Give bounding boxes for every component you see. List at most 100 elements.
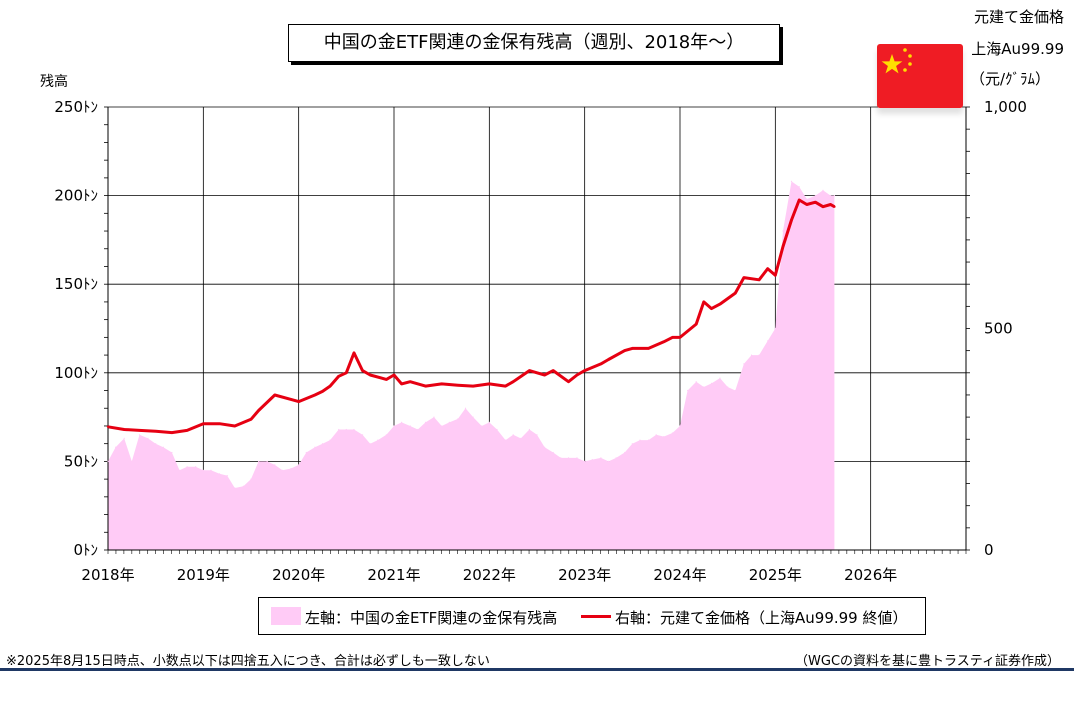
gold-price-point (695, 322, 698, 326)
etf-holdings-point (107, 460, 109, 462)
etf-holdings-point (290, 467, 292, 470)
gold-price-point (662, 340, 665, 343)
gold-price-point (440, 382, 443, 386)
gold-price-point (249, 418, 253, 421)
china-flag-icon (877, 44, 963, 108)
axes (104, 106, 970, 554)
etf-holdings-point (338, 428, 340, 431)
etf-holdings-point (258, 460, 260, 462)
right-axis-label-line2: 上海Au99.99 (971, 40, 1064, 58)
left-tick-label: 100ﾄﾝ (54, 364, 98, 382)
etf-holdings-point (488, 421, 490, 423)
gold-price-point (718, 302, 722, 306)
etf-holdings-point (321, 443, 324, 445)
etf-holdings-point (833, 195, 836, 197)
left-axis-label: 残高 (40, 74, 68, 90)
etf-holdings-point (790, 180, 793, 182)
legend-line-swatch (581, 615, 611, 618)
gold-price-point (504, 384, 507, 388)
right-tick-label: 1,000 (984, 98, 1027, 116)
etf-holdings-point (520, 437, 522, 439)
gold-price-point (361, 369, 364, 372)
etf-holdings-point (655, 434, 657, 436)
etf-holdings-point (734, 389, 736, 392)
gold-price-point (409, 380, 412, 383)
x-tick-label: 2019年 (177, 566, 230, 584)
etf-holdings-point (631, 443, 633, 445)
gold-price-point (774, 274, 777, 277)
gold-price-point (535, 371, 539, 374)
etf-holdings-point (424, 421, 427, 423)
etf-holdings-point (822, 189, 824, 191)
gold-price-point (607, 358, 610, 361)
gold-price-point (154, 430, 157, 433)
etf-holdings-point (758, 354, 760, 356)
etf-holdings-point (298, 464, 300, 466)
etf-holdings-point (377, 439, 379, 441)
gold-price-point (385, 378, 388, 381)
etf-holdings-point (496, 428, 498, 431)
etf-holdings-point (472, 416, 474, 418)
etf-holdings-point (250, 478, 252, 480)
etf-holdings-point (441, 425, 443, 427)
etf-holdings-point (226, 475, 228, 477)
etf-holdings-point (234, 487, 236, 489)
etf-holdings-point (202, 469, 204, 471)
left-tick-label: 150ﾄﾝ (54, 275, 98, 293)
etf-holdings-point (385, 434, 387, 436)
data-marks (106, 180, 836, 489)
etf-holdings-area (108, 181, 835, 550)
gold-price-point (599, 362, 603, 366)
etf-holdings-point (560, 457, 562, 459)
gold-price-point (106, 425, 110, 428)
etf-holdings-point (567, 457, 570, 459)
gold-price-point (297, 400, 300, 403)
etf-holdings-point (266, 460, 268, 462)
gold-price-point (583, 369, 586, 372)
gold-price-point (138, 429, 141, 432)
legend-area-swatch (271, 607, 301, 625)
gold-price-point (567, 380, 570, 383)
gold-price-point (575, 373, 579, 377)
gold-price-point (337, 375, 340, 378)
gold-price-point (543, 373, 546, 377)
gold-price-point (185, 429, 189, 432)
gold-price-point (678, 336, 682, 339)
x-tick-label: 2020年 (272, 566, 325, 584)
etf-holdings-point (178, 469, 181, 471)
etf-holdings-point (401, 421, 403, 423)
etf-holdings-point (528, 428, 531, 431)
gold-price-point (631, 347, 634, 350)
bottom-divider (0, 668, 1074, 671)
etf-holdings-point (433, 416, 435, 418)
etf-holdings-point (830, 195, 832, 197)
gold-price-point (805, 203, 808, 206)
etf-holdings-point (417, 428, 419, 431)
gold-price-point (757, 278, 761, 281)
gold-price-point (257, 409, 260, 412)
etf-holdings-point (457, 418, 459, 420)
x-tick-label: 2021年 (367, 566, 420, 584)
gold-price-point (671, 336, 674, 339)
gold-price-point (647, 347, 650, 350)
etf-holdings-point (369, 443, 371, 445)
gold-price-point (233, 424, 236, 428)
gold-price-point (833, 205, 836, 208)
gold-price-point (313, 393, 317, 397)
etf-holdings-point (314, 446, 316, 448)
gold-price-point (202, 422, 205, 425)
etf-holdings-point (361, 434, 364, 436)
gold-price-point (392, 373, 396, 377)
legend: 左軸：中国の金ETF関連の金保有残高 右軸：元建て金価格（上海Au99.99 終… (258, 597, 926, 635)
source-note: （WGCの資料を基に豊トラスティ証券作成） (795, 654, 1060, 669)
etf-holdings-point (679, 425, 681, 427)
etf-holdings-point (448, 421, 450, 423)
legend-area-label: 左軸：中国の金ETF関連の金保有残高 (305, 609, 558, 627)
etf-holdings-point (281, 469, 284, 471)
etf-holdings-point (750, 354, 753, 356)
etf-holdings-point (647, 439, 650, 441)
etf-holdings-point (345, 428, 347, 431)
tick-labels: 250ﾄﾝ 200ﾄﾝ 150ﾄﾝ 100ﾄﾝ 50ﾄﾝ 0ﾄﾝ 1,000 500 0 2018… (54, 98, 1027, 584)
etf-holdings-point (798, 186, 800, 188)
